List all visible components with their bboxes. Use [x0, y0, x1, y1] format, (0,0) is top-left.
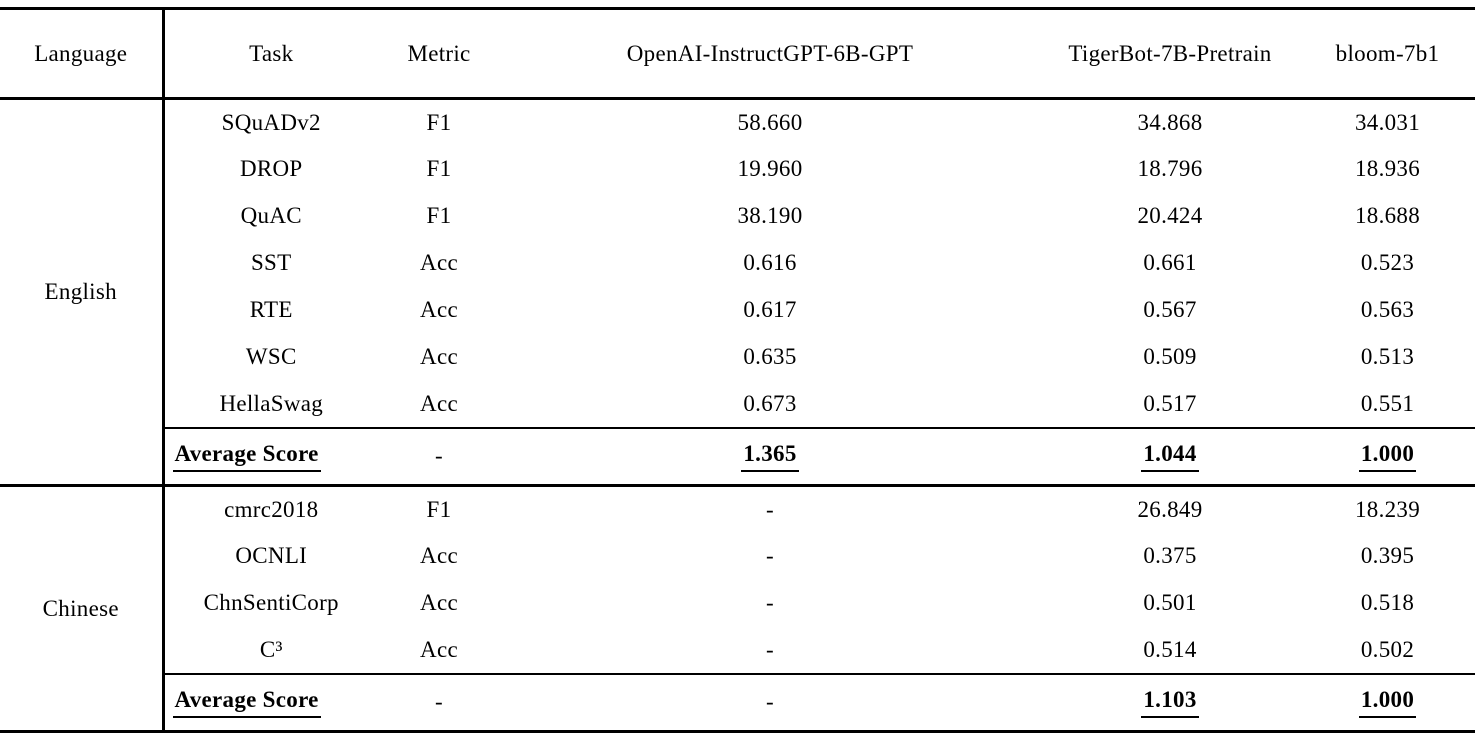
table-row: WSC Acc 0.635 0.509 0.513 — [0, 334, 1475, 381]
bloom-value: 0.502 — [1360, 636, 1415, 662]
header-bloom: bloom-7b1 — [1300, 8, 1475, 100]
table-row: ChnSentiCorp Acc - 0.501 0.518 — [0, 580, 1475, 627]
metric-cell: F1 — [426, 109, 452, 135]
table-row: DROP F1 19.960 18.796 18.936 — [0, 146, 1475, 193]
metric-cell: Acc — [420, 344, 458, 369]
openai-value: - — [766, 636, 774, 662]
tigerbot-value: 0.517 — [1143, 390, 1197, 416]
tigerbot-average: 1.044 — [1040, 426, 1300, 487]
bloom-value: 0.518 — [1360, 590, 1415, 615]
openai-value: 0.616 — [743, 250, 797, 275]
openai-value: 0.617 — [743, 297, 797, 322]
tigerbot-value: 0.567 — [1143, 297, 1197, 322]
metric-cell: F1 — [426, 496, 452, 522]
tigerbot-value: 20.424 — [1137, 203, 1203, 228]
tigerbot-value: 0.501 — [1143, 590, 1197, 615]
language-label-chinese: Chinese — [0, 485, 165, 732]
header-language: Language — [0, 8, 165, 100]
table-row: QuAC F1 38.190 20.424 18.688 — [0, 193, 1475, 240]
openai-value: 38.190 — [737, 203, 803, 228]
table-row: RTE Acc 0.617 0.567 0.563 — [0, 287, 1475, 334]
task-cell: cmrc2018 — [224, 496, 319, 522]
benchmark-table: Language Task Metric OpenAI-InstructGPT-… — [0, 7, 1475, 733]
task-cell: RTE — [249, 297, 293, 322]
task-cell: WSC — [245, 344, 297, 369]
table-row: Chinese cmrc2018 F1 - 26.849 18.239 — [0, 485, 1475, 732]
task-cell: SST — [250, 250, 292, 275]
bloom-value: 0.523 — [1360, 250, 1415, 275]
tigerbot-average: 1.103 — [1040, 672, 1300, 732]
average-score-label: Average Score — [163, 672, 378, 732]
section-english: English SQuADv2 F1 58.660 34.868 34.031 … — [0, 98, 1475, 487]
bloom-value: 18.688 — [1354, 203, 1421, 228]
metric-cell: - — [378, 426, 500, 487]
language-label-english: English — [0, 98, 165, 487]
bloom-average: 1.000 — [1300, 672, 1475, 732]
task-cell: QuAC — [240, 203, 302, 228]
tigerbot-value: 0.514 — [1143, 636, 1197, 662]
task-cell: OCNLI — [235, 543, 308, 568]
metric-cell: F1 — [426, 156, 452, 181]
task-cell: C³ — [259, 636, 283, 662]
bloom-value: 0.513 — [1360, 344, 1415, 369]
section-chinese: Chinese cmrc2018 F1 - 26.849 18.239 OCNL… — [0, 485, 1475, 732]
header-task: Task — [163, 8, 378, 100]
table-row: SST Acc 0.616 0.661 0.523 — [0, 240, 1475, 287]
table-header: Language Task Metric OpenAI-InstructGPT-… — [0, 8, 1475, 100]
metric-cell: F1 — [426, 203, 452, 228]
tigerbot-value: 0.509 — [1143, 344, 1197, 369]
metric-cell: Acc — [420, 390, 458, 416]
table-row: HellaSwag Acc 0.673 0.517 0.551 — [0, 381, 1475, 428]
bloom-value: 0.551 — [1360, 390, 1415, 416]
average-score-row: Average Score - - 1.103 1.000 — [0, 672, 1475, 732]
metric-cell: Acc — [420, 590, 458, 615]
task-cell: DROP — [239, 156, 303, 181]
metric-cell: Acc — [420, 543, 458, 568]
metric-cell: Acc — [420, 297, 458, 322]
bloom-value: 18.936 — [1354, 156, 1421, 181]
openai-average: 1.365 — [500, 426, 1040, 487]
bloom-average: 1.000 — [1300, 426, 1475, 487]
tigerbot-value: 18.796 — [1137, 156, 1203, 181]
metric-cell: - — [378, 672, 500, 732]
table-row: C³ Acc - 0.514 0.502 — [0, 627, 1475, 674]
task-cell: ChnSentiCorp — [203, 590, 339, 615]
openai-value: - — [766, 543, 774, 568]
tigerbot-value: 0.375 — [1143, 543, 1197, 568]
bloom-value: 0.395 — [1360, 543, 1415, 568]
openai-value: 58.660 — [737, 109, 803, 135]
bloom-value: 18.239 — [1354, 496, 1421, 522]
task-cell: HellaSwag — [219, 390, 324, 416]
header-row: Language Task Metric OpenAI-InstructGPT-… — [0, 8, 1475, 100]
metric-cell: Acc — [420, 636, 458, 662]
average-score-label: Average Score — [163, 426, 378, 487]
header-metric: Metric — [378, 8, 500, 100]
tigerbot-value: 26.849 — [1137, 496, 1203, 522]
bloom-value: 0.563 — [1360, 297, 1415, 322]
average-score-row: Average Score - 1.365 1.044 1.000 — [0, 426, 1475, 487]
metric-cell: Acc — [420, 250, 458, 275]
openai-value: 0.673 — [743, 390, 797, 416]
bloom-value: 34.031 — [1354, 109, 1421, 135]
openai-value: - — [766, 590, 774, 615]
openai-average: - — [500, 672, 1040, 732]
openai-value: - — [766, 496, 774, 522]
task-cell: SQuADv2 — [221, 109, 321, 135]
table-row: English SQuADv2 F1 58.660 34.868 34.031 — [0, 98, 1475, 487]
openai-value: 19.960 — [737, 156, 803, 181]
openai-value: 0.635 — [743, 344, 797, 369]
header-tigerbot-pretrain: TigerBot-7B-Pretrain — [1040, 8, 1300, 100]
table-row: OCNLI Acc - 0.375 0.395 — [0, 533, 1475, 580]
tigerbot-value: 0.661 — [1143, 250, 1197, 275]
tigerbot-value: 34.868 — [1137, 109, 1203, 135]
header-openai-instructgpt: OpenAI-InstructGPT-6B-GPT — [500, 8, 1040, 100]
